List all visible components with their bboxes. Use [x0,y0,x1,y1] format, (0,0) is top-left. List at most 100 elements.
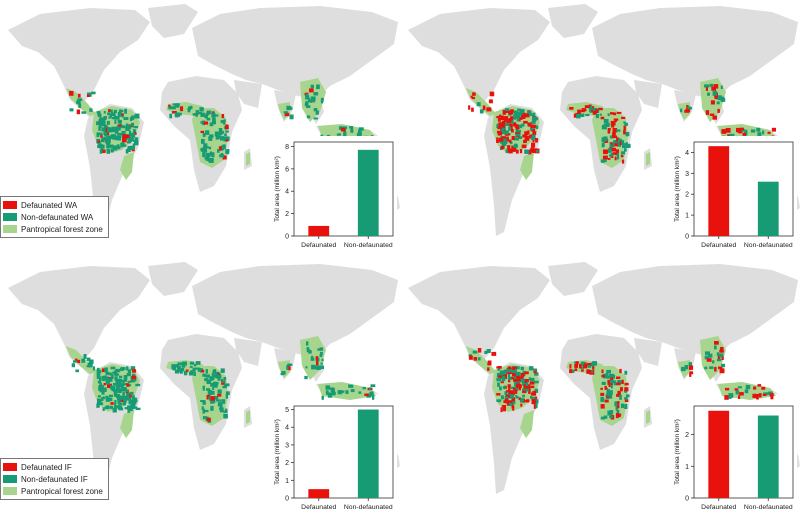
non-defaunated-pixel [610,394,613,399]
non-defaunated-pixel [338,126,343,130]
defaunated-pixel [610,120,616,126]
non-defaunated-pixel [608,373,614,378]
defaunated-pixel [569,364,572,369]
non-defaunated-pixel [102,396,105,400]
defaunated-pixel [364,393,369,396]
defaunated-pixel [769,393,774,397]
non-defaunated-pixel [112,136,117,140]
non-defaunated-pixel [305,105,311,108]
defaunated-pixel [496,140,499,143]
defaunated-pixel [524,136,530,141]
defaunated-pixel [581,369,584,372]
defaunated-pixel [531,142,536,148]
non-defaunated-pixel [350,389,355,393]
non-defaunated-pixel [177,366,182,370]
defaunated-pixel [607,157,611,160]
defaunated-pixel [616,393,621,397]
x-tick-label: Non-defaunated [344,504,393,511]
non-defaunated-pixel [105,395,109,400]
non-defaunated-pixel [118,407,124,411]
non-defaunated-pixel [116,382,121,388]
defaunated-pixel [712,115,717,120]
non-defaunated-pixel [320,362,324,365]
non-defaunated-pixel [521,378,527,384]
non-defaunated-pixel [204,409,209,413]
non-defaunated-pixel [121,114,124,118]
non-defaunated-pixel [97,132,103,136]
non-defaunated-pixel [87,92,92,97]
non-defaunated-pixel [281,371,286,375]
non-defaunated-pixel [206,379,212,384]
defaunated-pixel [755,393,759,397]
non-defaunated-pixel [107,397,113,402]
greenland [548,4,598,38]
non-defaunated-pixel [174,112,179,116]
non-defaunated-pixel [305,366,308,369]
non-defaunated-pixel [513,110,519,116]
non-defaunated-pixel [518,124,523,129]
plot-frame [293,405,394,499]
defaunated-pixel [530,147,534,150]
non-defaunated-pixel [208,136,213,141]
defaunated-pixel [471,96,475,100]
non-defaunated-pixel [205,374,210,378]
non-defaunated-pixel [504,108,510,111]
non-defaunated-pixel [225,151,230,155]
defaunated-pixel [222,155,227,160]
defaunated-swatch [3,463,17,471]
non-defaunated-pixel [108,137,111,142]
defaunated-pixel [532,131,537,135]
non-defaunated-pixel [202,373,206,377]
non-defaunated-pixel [111,117,116,120]
non-defaunated-pixel [580,361,585,365]
non-defaunated-pixel [112,145,118,151]
defaunated-pixel [521,112,526,117]
non-defaunated-pixel [202,152,206,158]
non-defaunated-pixel [98,125,102,128]
non-defaunated-pixel [127,407,131,413]
non-defaunated-pixel [108,394,113,397]
non-defaunated-pixel [219,407,224,413]
non-defaunated-pixel [202,120,205,126]
defaunated-pixel [529,149,534,153]
defaunated-pixel [506,390,511,393]
defaunated-pixel [620,387,623,392]
non-defaunated-pixel [358,391,362,394]
y-axis-label: Total area (million km²) [674,419,681,485]
non-defaunated-pixel [714,345,717,350]
non-defaunated-pixel [106,144,112,148]
non-defaunated-pixel [205,152,211,157]
non-defaunated-pixel [100,384,104,388]
non-defaunated-pixel [188,371,194,376]
non-defaunated-pixel [174,369,179,374]
defaunated-pixel [584,105,590,109]
defaunated-pixel [569,369,573,374]
defaunated-pixel [122,134,127,139]
non-defaunated-pixel [620,403,624,409]
non-defaunated-pixel [600,416,605,420]
defaunated-pixel [520,376,524,379]
non-defaunated-pixel [107,372,112,376]
x-tick-label: Defaunated [301,504,336,511]
non-defaunated-pixel [135,407,141,410]
non-defaunated-pixel [101,375,106,379]
non-defaunated-pixel [109,405,113,409]
y-tick-label: 6 [285,166,289,173]
non-defaunated-pixel [220,378,224,382]
non-defaunated-pixel [107,135,113,139]
y-tick-label: 1 [685,464,689,471]
non-defaunated-pixel [313,108,318,112]
non-defaunated-pixel [484,350,488,354]
defaunated-pixel [510,391,515,396]
defaunated-pixel [100,134,103,138]
defaunated-pixel [468,105,471,110]
defaunated-pixel [724,395,729,400]
non-defaunated-pixel [119,368,124,371]
non-defaunated-pixel [499,129,504,133]
defaunated-pixel [624,382,629,386]
defaunated-pixel [770,395,774,400]
defaunated-pixel [506,136,509,142]
non-defaunated-pixel [122,391,125,396]
non-defaunated-pixel [122,396,127,400]
forest-brazil-coast [520,152,534,180]
